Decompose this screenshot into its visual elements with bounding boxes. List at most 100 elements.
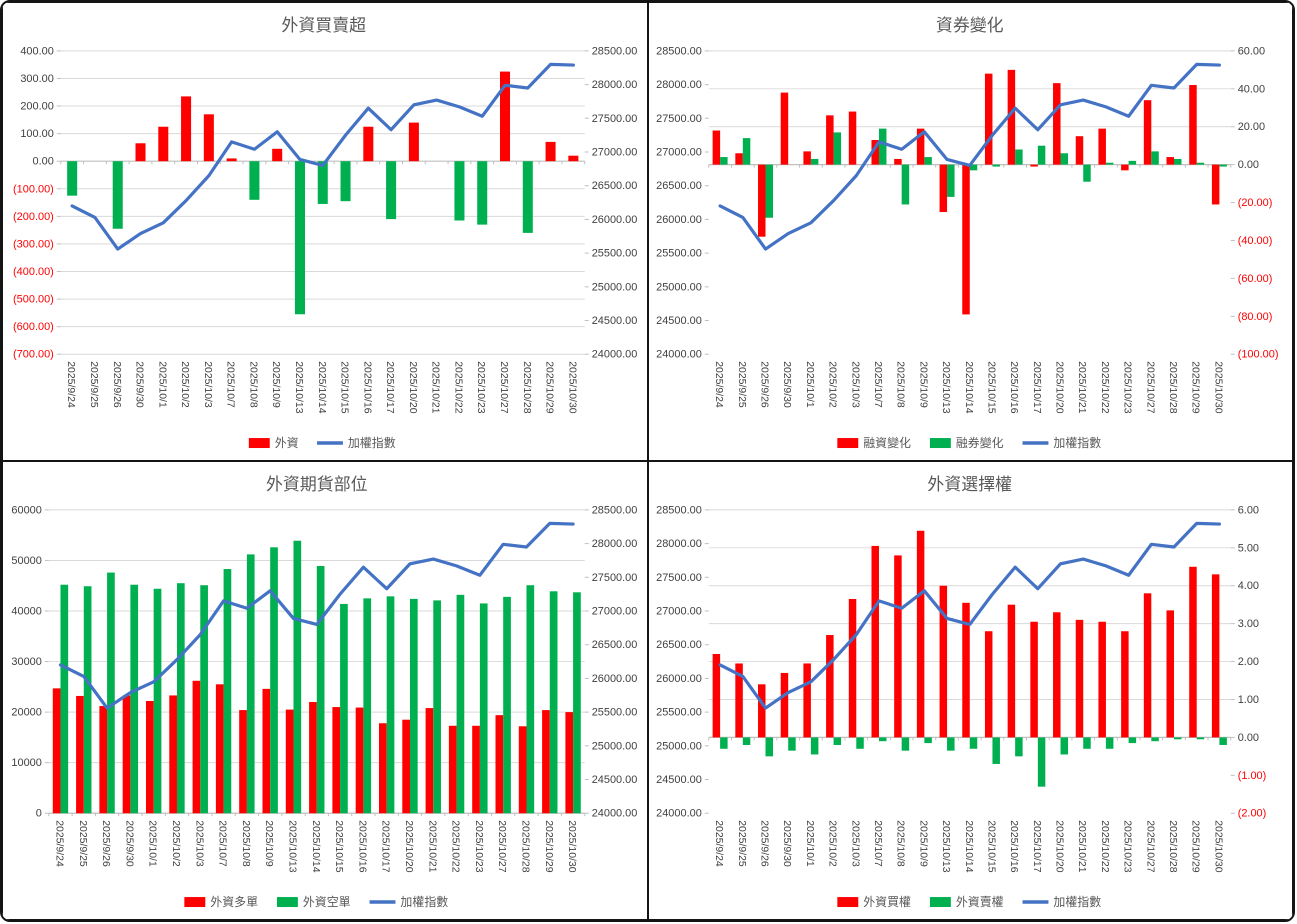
bar-外資 xyxy=(249,161,260,200)
axis-tick-label: 60000 xyxy=(11,504,41,516)
axis-tick-label: 28500.00 xyxy=(656,504,702,516)
bar-融券變化 xyxy=(719,157,728,165)
bar-外資空單 xyxy=(503,596,511,814)
axis-tick-label: 30000 xyxy=(11,656,41,668)
date-label: 2025/9/24 xyxy=(713,361,724,408)
date-label: 2025/10/7 xyxy=(871,361,882,408)
bar-外資空單 xyxy=(526,585,535,814)
legend-label: 融資變化 xyxy=(863,435,911,450)
date-label: 2025/10/9 xyxy=(263,820,274,867)
axis-tick-label: (400.00) xyxy=(13,266,54,278)
date-label: 2025/10/1 xyxy=(803,820,814,867)
axis-tick-label: 4.00 xyxy=(1237,580,1258,592)
bar-融券變化 xyxy=(1014,149,1023,165)
bar-外資 xyxy=(158,126,169,162)
axis-tick-label: 40.00 xyxy=(1237,83,1264,95)
axis-tick-label: 20.00 xyxy=(1237,121,1264,133)
date-label: 2025/10/13 xyxy=(940,361,951,414)
legend-bar-swatch xyxy=(248,438,270,449)
legend-label: 加權指數 xyxy=(1053,894,1101,909)
bar-外資 xyxy=(135,143,146,162)
bar-融資變化 xyxy=(1052,83,1061,165)
bar-外資多單 xyxy=(99,706,108,814)
axis-tick-label: (300.00) xyxy=(13,238,54,250)
bar-外資買權 xyxy=(734,663,743,738)
date-label: 2025/10/3 xyxy=(193,820,204,867)
date-label: 2025/10/16 xyxy=(1008,820,1019,873)
legend-item: 融券變化 xyxy=(929,435,1003,450)
date-label: 2025/10/8 xyxy=(894,820,905,867)
chart-title: 外資選擇權 xyxy=(927,475,1012,494)
plot-area: 6.00 5.00 4.00 3.00 2.00 1.00 0.00 (1.00) (2.00)… xyxy=(656,504,1266,909)
date-label: 2025/10/28 xyxy=(1167,820,1178,873)
bar-外資多單 xyxy=(262,688,271,814)
axis-tick-label: (500.00) xyxy=(13,294,54,306)
bar-外資多單 xyxy=(565,712,574,814)
chart-svg-foreign-net-buy-sell: 外資買賣超 400.00 300.00 200.00 100.00 0.00 (100.0… xyxy=(13,16,638,450)
date-label: 2025/10/15 xyxy=(333,820,344,873)
date-label: 2025/9/26 xyxy=(111,361,122,408)
bar-外資空單 xyxy=(270,547,278,814)
bar-外資賣權 xyxy=(923,737,932,744)
bar-融資變化 xyxy=(1211,164,1219,205)
date-label: 2025/10/30 xyxy=(566,820,577,873)
bar-外資空單 xyxy=(176,583,185,814)
bar-外資賣權 xyxy=(1173,737,1181,740)
bar-外資空單 xyxy=(83,586,92,814)
date-label: 2025/9/25 xyxy=(735,361,746,408)
bar-外資賣權 xyxy=(719,737,728,749)
legend-bar-swatch xyxy=(276,897,298,908)
date-label: 2025/9/30 xyxy=(134,361,145,408)
bar-外資空單 xyxy=(223,569,232,814)
bar-融券變化 xyxy=(1218,164,1227,167)
axis-tick-label: 26000.00 xyxy=(656,673,702,685)
bar-外資買權 xyxy=(1029,621,1038,738)
axis-tick-label: 28000.00 xyxy=(656,79,702,91)
bar-外資多單 xyxy=(52,688,61,814)
bar-外資空單 xyxy=(60,584,69,814)
date-label: 2025/10/17 xyxy=(384,361,395,414)
date-label: 2025/10/13 xyxy=(940,820,951,873)
bar-融券變化 xyxy=(1128,160,1136,165)
date-label: 2025/10/1 xyxy=(156,361,167,408)
legend-bar-swatch xyxy=(929,897,951,908)
legend-bar-swatch xyxy=(836,897,858,908)
bar-外資買權 xyxy=(1188,566,1197,738)
axis-tick-label: 25000.00 xyxy=(592,281,638,293)
bar-外資賣權 xyxy=(833,737,841,745)
bar-外資多單 xyxy=(192,680,201,814)
date-label: 2025/10/22 xyxy=(452,361,463,414)
bar-外資 xyxy=(386,161,397,220)
legend-item: 外資空單 xyxy=(276,895,351,909)
axis-tick-label: (2.00) xyxy=(1237,808,1266,820)
axis-tick-label: 28500.00 xyxy=(592,504,638,516)
legend-label: 外資多單 xyxy=(210,895,258,909)
axis-tick-label: (40.00) xyxy=(1237,235,1272,247)
date-label: 2025/9/26 xyxy=(758,361,769,408)
axis-tick-label: 28000.00 xyxy=(592,79,638,91)
bar-融券變化 xyxy=(991,164,1000,167)
bar-外資多單 xyxy=(239,710,247,814)
date-label: 2025/10/2 xyxy=(826,820,837,867)
axis-tick-label: (600.00) xyxy=(13,321,54,333)
date-label: 2025/10/16 xyxy=(361,361,372,414)
axis-tick-label: 27000.00 xyxy=(592,605,638,617)
bar-外資空單 xyxy=(316,566,325,814)
legend-item: 外資 xyxy=(248,436,299,450)
date-label: 2025/9/24 xyxy=(65,361,76,408)
axis-tick-label: 25500.00 xyxy=(656,707,702,719)
date-label: 2025/10/3 xyxy=(849,820,860,867)
date-label: 2025/9/25 xyxy=(735,820,746,867)
axis-tick-label: (1.00) xyxy=(1237,770,1266,782)
bar-外資賣權 xyxy=(878,737,886,742)
axis-tick-label: 26500.00 xyxy=(656,180,702,192)
bar-外資買權 xyxy=(893,555,902,738)
date-label: 2025/9/30 xyxy=(781,361,792,408)
legend-label: 外資買權 xyxy=(863,895,911,909)
axis-tick-label: 0.00 xyxy=(1237,732,1258,744)
bar-外資多單 xyxy=(402,719,410,814)
legend-item: 加權指數 xyxy=(317,435,396,450)
bar-外資空單 xyxy=(479,603,488,814)
bar-融資變化 xyxy=(893,158,902,165)
bar-外資多單 xyxy=(472,725,480,814)
